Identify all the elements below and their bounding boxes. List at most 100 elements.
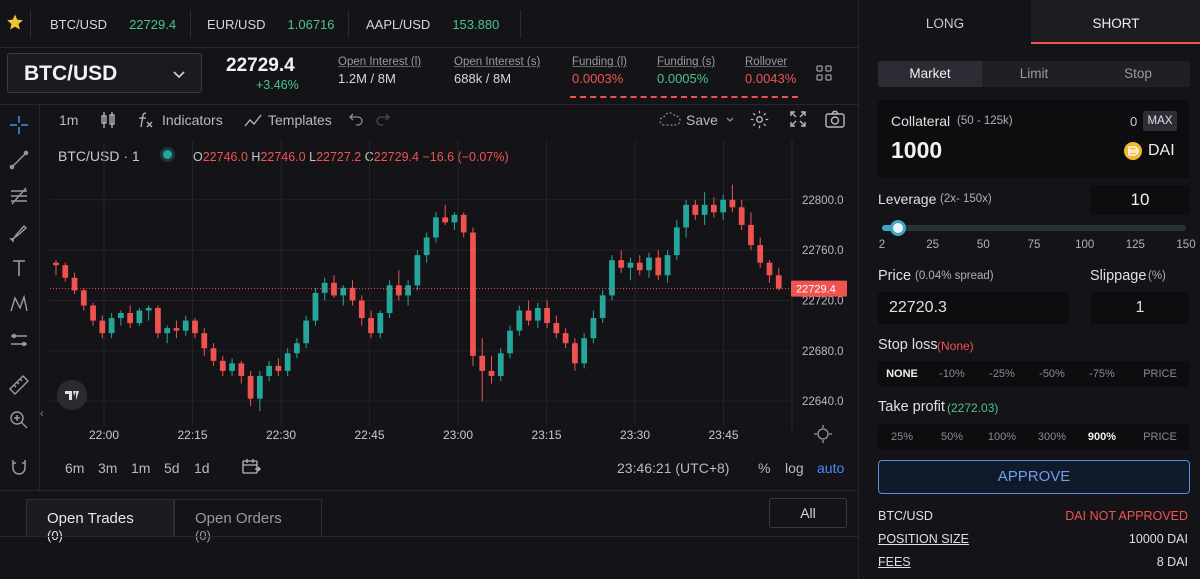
candle [275,365,282,371]
approve-button[interactable]: APPROVE [878,460,1190,494]
candle [136,310,143,324]
candle [210,348,217,361]
templates-icon[interactable] [243,110,263,133]
fib-icon[interactable] [8,185,30,207]
takeprofit-option[interactable]: 25% [890,431,914,443]
star-icon[interactable] [6,13,24,34]
crosshair-icon[interactable] [8,114,30,136]
drawing-toolbar [0,104,40,490]
candle [618,260,625,268]
leverage-tick-label: 125 [1125,239,1145,251]
takeprofit-option[interactable]: 900% [1087,431,1117,443]
stat-oi-short: Open Interest (s) 688k / 8M [454,56,540,86]
candle [470,232,476,356]
stat-label: Funding (l) [572,56,627,68]
tab-short[interactable]: SHORT [1031,0,1200,44]
tab-long[interactable]: LONG [925,16,965,31]
x-tick-label: 23:00 [443,428,473,442]
y-tick-label: 22760.0 [802,245,844,257]
takeprofit-options: 25% 50% 100% 300% 900% PRICE [878,424,1190,450]
date-range-icon[interactable] [241,458,261,479]
stoploss-option[interactable]: -25% [989,368,1015,380]
interval-button[interactable]: 1m [59,112,79,128]
price-input[interactable]: 22720.3 [878,292,1070,324]
ordertype-market[interactable]: Market [878,61,982,87]
filter-all-button[interactable]: All [769,498,847,528]
ticker-item-eur[interactable]: EUR/USD 1.06716 [207,17,335,32]
fullscreen-icon[interactable] [789,110,807,131]
undo-icon[interactable] [348,111,364,130]
ordertype-stop[interactable]: Stop [1086,61,1190,87]
range-6m[interactable]: 6m [65,460,85,476]
pattern-icon[interactable] [8,293,30,315]
ruler-icon[interactable] [8,374,30,396]
brush-icon[interactable] [8,221,30,243]
ordertype-limit[interactable]: Limit [982,61,1086,87]
leverage-slider-fill [882,225,899,231]
templates-button[interactable]: Templates [268,112,332,128]
ticker-item-aapl[interactable]: AAPL/USD 153.880 [366,17,499,32]
summary-approval-status: DAI NOT APPROVED [1065,509,1188,523]
pair-selector[interactable]: BTC/USD [7,53,202,93]
stoploss-option[interactable]: -50% [1039,368,1065,380]
auto-toggle[interactable]: auto [817,460,845,476]
ticker-item-btc[interactable]: BTC/USD 22729.4 [50,17,176,32]
x-tick-label: 22:30 [266,428,296,442]
measure-lines-icon[interactable] [8,329,30,351]
takeprofit-option[interactable]: 300% [1037,431,1067,443]
takeprofit-option[interactable]: 100% [987,431,1017,443]
clock-readout[interactable]: 23:46:21 (UTC+8) [617,460,730,476]
tab-open-orders[interactable]: Open Orders (0) [174,499,322,543]
range-1d[interactable]: 1d [194,460,210,476]
leverage-input[interactable]: 10 [1090,185,1190,215]
redo-icon[interactable] [375,111,391,130]
trendline-icon[interactable] [8,149,30,171]
collapse-arrow-icon[interactable]: ‹ [40,408,44,420]
candle [99,320,106,334]
candle [775,275,782,289]
magnet-icon[interactable] [8,456,30,478]
price-chart[interactable]: 22800.0 22760.0 22720.0 22680.0 22640.0 22:00… [48,140,856,450]
candle [368,318,374,334]
leverage-slider-handle[interactable] [890,220,907,236]
takeprofit-option[interactable]: 50% [940,431,964,443]
log-toggle[interactable]: log [785,460,804,476]
candle [340,287,347,296]
range-1m[interactable]: 1m [131,460,151,476]
zoom-in-icon[interactable] [8,409,30,431]
gear-icon[interactable] [749,109,770,133]
candle [636,262,643,271]
legend-close: 22729.4 [373,150,419,164]
slippage-label: Slippage [1090,268,1147,284]
collateral-box[interactable]: Collateral (50 - 125k) 0 MAX 1000 DAI [878,100,1190,178]
tab-open-trades[interactable]: Open Trades (0) [26,499,174,543]
function-icon[interactable] [137,110,155,133]
stoploss-option[interactable]: PRICE [1143,368,1177,380]
candle [757,245,764,263]
stoploss-option[interactable]: -10% [939,368,965,380]
takeprofit-label: Take profit [878,399,945,415]
indicators-button[interactable]: Indicators [162,112,223,128]
stoploss-option[interactable]: NONE [886,368,918,380]
candle [516,310,523,331]
candles-icon[interactable] [100,110,116,133]
grid-icon[interactable] [816,65,832,84]
percent-toggle[interactable]: % [758,460,771,476]
range-5d[interactable]: 5d [164,460,180,476]
takeprofit-option[interactable]: PRICE [1143,431,1177,443]
range-3m[interactable]: 3m [98,460,118,476]
leverage-slider[interactable] [882,220,1186,236]
leverage-tick-label: 25 [926,239,940,251]
stat-oi-long: Open Interest (l) 1.2M / 8M [338,56,421,86]
chevron-down-icon[interactable] [724,112,736,128]
cloud-icon[interactable] [658,111,682,130]
legend-open: 22746.0 [202,150,248,164]
camera-icon[interactable] [824,109,846,132]
max-button[interactable]: MAX [1143,111,1177,131]
slippage-input[interactable]: 1 [1090,292,1190,324]
text-icon[interactable] [8,257,30,279]
leverage-range: (2x- 150x) [940,193,992,205]
collateral-input[interactable]: 1000 [891,137,943,163]
save-button[interactable]: Save [686,112,718,128]
stoploss-option[interactable]: -75% [1089,368,1115,380]
